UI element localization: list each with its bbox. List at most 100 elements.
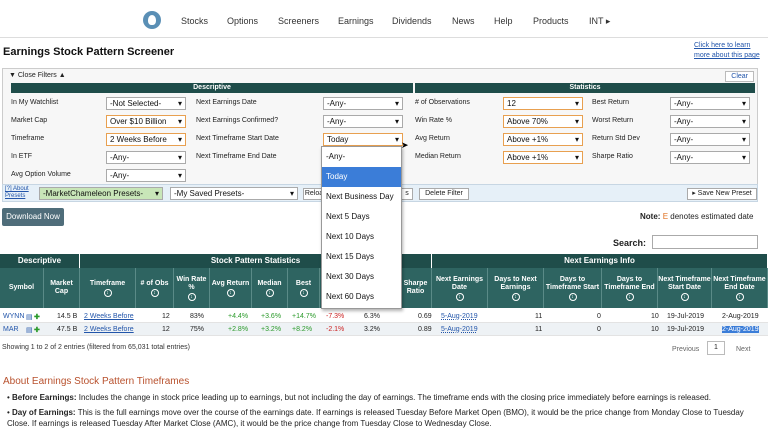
sort-icon[interactable]: ↕ [187,292,196,301]
sort-icon[interactable]: ↕ [299,288,308,297]
about-presets-link[interactable]: [?] About Presets [5,186,29,199]
nav-dividends[interactable]: Dividends [392,16,432,26]
next-button[interactable]: Next [736,346,751,353]
win-rate-select[interactable]: Above 70% [503,115,583,128]
watchlist-select[interactable]: -Not Selected- [106,97,186,110]
col-next-earnings-date[interactable]: Next Earnings Date ↕ [432,268,488,308]
worst-return: -7.3% [326,313,345,320]
dropdown-option-next-10-days[interactable]: Next 10 Days [326,232,375,241]
nav-help[interactable]: Help [494,16,513,26]
days-start: 0 [597,326,601,333]
sharpe-ratio-select[interactable]: -Any- [670,151,750,164]
previous-button[interactable]: Previous [672,346,700,353]
download-now-button[interactable]: Download Now [2,208,64,226]
col-best[interactable]: Best ↕ [288,268,320,308]
median-return-select[interactable]: Above +1% [503,151,583,164]
col-days-next-earnings[interactable]: Days to Next Earnings ↕ [488,268,544,308]
timeframe-start-select[interactable]: Today [323,133,403,146]
sort-icon[interactable]: ↕ [568,292,577,301]
sort-icon[interactable]: ↕ [680,292,689,301]
col-market-cap[interactable]: Market Cap [44,268,80,308]
dropdown-option-next-60-days[interactable]: Next 60 Days [326,292,375,301]
timeframe-link[interactable]: 2 Weeks Before [84,326,134,333]
timeframe-select[interactable]: 2 Weeks Before [106,133,186,146]
col-obs[interactable]: # of Obs ↕ [136,268,174,308]
earnings-date[interactable]: 5-Aug-2019 [441,313,478,320]
search-input[interactable] [652,235,758,249]
best-return-select[interactable]: -Any- [670,97,750,110]
filter-label-watchlist: In My Watchlist [11,99,59,106]
about-day-of-earnings: • Day of Earnings: This is the full earn… [7,408,744,417]
page-1-button[interactable]: 1 [707,341,725,355]
avg-option-volume-select[interactable]: -Any- [106,169,186,182]
nav-news[interactable]: News [452,16,475,26]
col-next-timeframe-end[interactable]: Next Timeframe End Date ↕ [712,268,768,308]
return-std-dev-select[interactable]: -Any- [670,133,750,146]
nav-earnings[interactable]: Earnings [338,16,374,26]
help-link-line-2[interactable]: more about this page [694,52,760,59]
col-days-timeframe-end[interactable]: Days to Timeframe End ↕ [602,268,658,308]
dropdown-option-next-business-day[interactable]: Next Business Day [326,192,394,201]
close-filters-toggle[interactable]: ▼ Close Filters ▲ [9,72,66,79]
in-etf-select[interactable]: -Any- [106,151,186,164]
sort-icon[interactable]: ↕ [150,288,159,297]
clear-button[interactable]: Clear [725,71,754,82]
next-earnings-date-select[interactable]: -Any- [323,97,403,110]
col-sharpe[interactable]: Sharpe Ratio [400,268,432,308]
col-win-rate[interactable]: Win Rate % ↕ [174,268,210,308]
sort-icon[interactable]: ↕ [735,292,744,301]
symbol-link[interactable]: WYNN [3,313,25,320]
earnings-confirmed-select[interactable]: -Any- [323,115,403,128]
table-row[interactable]: MAR ▤ ✚ 47.5 B 2 Weeks Before 12 75% +2.… [0,323,768,336]
close-filters-label[interactable]: Close Filters ▲ [17,72,66,79]
col-timeframe[interactable]: Timeframe ↕ [80,268,136,308]
timeframe-start-dropdown[interactable]: -Any- Today Next Business Day Next 5 Day… [321,146,402,309]
nav-products[interactable]: Products [533,16,569,26]
win-rate: 83% [190,313,205,320]
add-icon[interactable]: ✚ [34,327,40,334]
col-next-timeframe-start[interactable]: Next Timeframe Start Date ↕ [658,268,712,308]
market-cap-select[interactable]: Over $10 Billion [106,115,186,128]
document-icon[interactable]: ▤ [26,314,33,321]
col-avg-return[interactable]: Avg Return ↕ [210,268,252,308]
help-link-line-1[interactable]: Click here to learn [694,42,751,49]
chameleon-logo-icon[interactable] [143,11,161,29]
observations-select[interactable]: 12 [503,97,583,110]
sort-icon[interactable]: ↕ [455,292,464,301]
dropdown-option-today[interactable]: Today [322,167,401,187]
search-label: Search: [613,238,647,248]
timeframe-link[interactable]: 2 Weeks Before [84,313,134,320]
worst-return-select[interactable]: -Any- [670,115,750,128]
help-link[interactable]: Click here to learn more about this page [694,41,760,61]
col-days-timeframe-start[interactable]: Days to Timeframe Start ↕ [544,268,602,308]
save-new-preset-button[interactable]: ▸ Save New Preset [687,188,757,200]
sort-icon[interactable]: ↕ [103,288,112,297]
dropdown-option-any[interactable]: -Any- [326,152,346,161]
avg-return-select[interactable]: Above +1% [503,133,583,146]
sort-icon[interactable]: ↕ [511,292,520,301]
save-button[interactable]: s [401,188,413,200]
page-title: Earnings Stock Pattern Screener [3,46,175,58]
sort-icon[interactable]: ↕ [625,292,634,301]
col-median[interactable]: Median ↕ [252,268,288,308]
sort-icon[interactable]: ↕ [226,288,235,297]
delete-filter-button[interactable]: Delete Filter [419,188,469,200]
earnings-date[interactable]: 5-Aug-2019 [441,326,478,333]
days-next: 11 [535,313,543,320]
saved-presets-select[interactable]: -My Saved Presets- [170,187,298,200]
document-icon[interactable]: ▤ [26,327,33,334]
marketchameleon-presets-select[interactable]: -MarketChameleon Presets- [39,187,163,200]
nav-options[interactable]: Options [227,16,259,26]
sort-icon[interactable]: ↕ [265,288,274,297]
nav-screeners[interactable]: Screeners [278,16,320,26]
add-icon[interactable]: ✚ [34,314,40,321]
col-symbol[interactable]: Symbol [0,268,44,308]
dropdown-option-next-5-days[interactable]: Next 5 Days [326,212,370,221]
nav-stocks[interactable]: Stocks [181,16,209,26]
dropdown-option-next-15-days[interactable]: Next 15 Days [326,252,375,261]
dropdown-option-next-30-days[interactable]: Next 30 Days [326,272,375,281]
table-row[interactable]: WYNN ▤ ✚ 14.5 B 2 Weeks Before 12 83% +4… [0,310,768,323]
nav-int[interactable]: INT ▸ [589,16,611,26]
about-before-earnings: • Before Earnings: Includes the change i… [7,393,711,402]
symbol-link[interactable]: MAR [3,326,19,333]
